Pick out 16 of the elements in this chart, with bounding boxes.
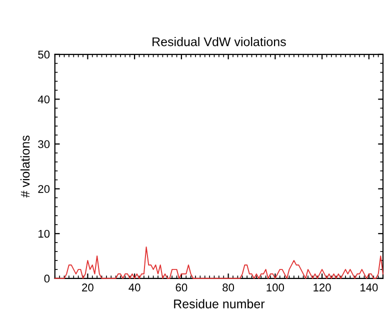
x-axis-title: Residue number — [174, 299, 265, 308]
x-tick-label: 20 — [82, 284, 94, 292]
y-tick-label: 30 — [38, 140, 50, 148]
y-tick-label: 20 — [38, 185, 50, 193]
y-axis-title: # violations — [20, 136, 30, 198]
x-tick-label: 140 — [360, 284, 378, 292]
x-tick-label: 100 — [266, 284, 284, 292]
y-tick-label: 50 — [38, 50, 50, 59]
x-tick-label: 40 — [128, 284, 140, 292]
y-tick-label: 40 — [38, 95, 50, 104]
chart-title: Residual VdW violations — [152, 37, 286, 46]
y-tick-label: 10 — [38, 230, 50, 238]
x-tick-label: 80 — [222, 284, 234, 292]
x-tick-label: 60 — [176, 284, 188, 292]
x-tick-label: 120 — [314, 284, 331, 292]
y-tick-label: 0 — [44, 274, 50, 283]
